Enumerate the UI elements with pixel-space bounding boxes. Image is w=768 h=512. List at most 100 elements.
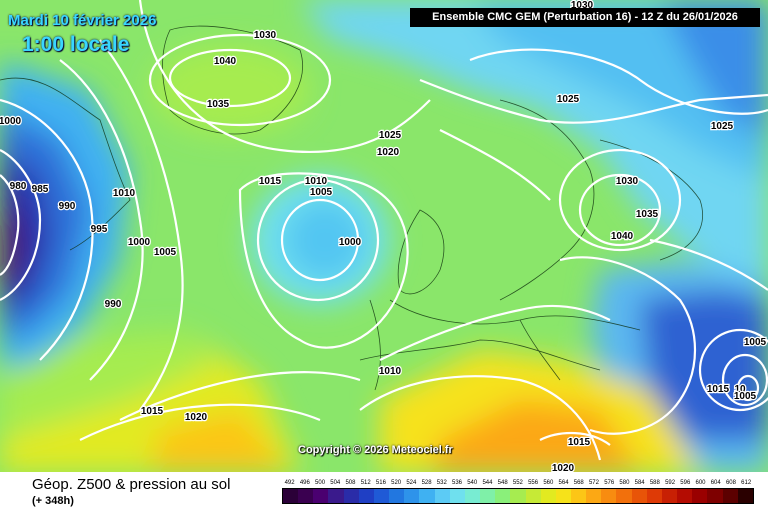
scale-label: 512 (360, 480, 371, 486)
isobar-label: 1010 (305, 176, 328, 187)
scale-swatch (434, 489, 450, 503)
scale-swatch (343, 489, 359, 503)
scale-swatch (677, 489, 693, 503)
map-area: 1030 1040 1035 1000 980 985 990 1010 995 1000 1005… (0, 0, 768, 472)
scale-label: 612 (741, 480, 752, 486)
scale-swatch (480, 489, 496, 503)
scale-swatch (389, 489, 405, 503)
scale-swatch (495, 489, 511, 503)
valid-date: Mardi 10 février 2026 (8, 12, 157, 29)
isobar-lines (0, 0, 768, 461)
isobar-label: 1035 (636, 209, 659, 220)
scale-swatch (328, 489, 344, 503)
scale-label: 492 (284, 480, 295, 486)
scale-swatch (692, 489, 708, 503)
isobar-label: 1000 (339, 237, 362, 248)
isobar-label: 1030 (616, 176, 639, 187)
scale-label: 532 (436, 480, 447, 486)
isobar-label: 1005 (744, 337, 767, 348)
isobar-label: 1025 (557, 94, 580, 105)
color-scale: 492 496 500 504 508 512 516 520 524 528 532 536 540 5… (282, 478, 754, 504)
scale-swatch (298, 489, 314, 503)
scale-swatch (555, 489, 571, 503)
scale-swatch (404, 489, 420, 503)
isobar-label: 1010 (113, 188, 136, 199)
scale-swatch (707, 489, 723, 503)
scale-swatch (631, 489, 647, 503)
scale-label: 580 (619, 480, 630, 486)
scale-swatch (646, 489, 662, 503)
scale-swatch (525, 489, 541, 503)
scale-swatch (313, 489, 329, 503)
scale-label: 500 (315, 480, 326, 486)
scale-label: 584 (634, 480, 645, 486)
isobar-label: 1025 (379, 130, 402, 141)
scale-label: 592 (665, 480, 676, 486)
scale-label: 596 (680, 480, 691, 486)
isobar-label: 1000 (0, 116, 22, 127)
isobar-label: 985 (32, 184, 49, 195)
isobar-label: 1005 (734, 391, 757, 402)
copyright-notice: Copyright © 2026 Meteociel.fr (298, 444, 453, 456)
scale-label: 588 (649, 480, 660, 486)
isobar-label: 1015 (568, 437, 591, 448)
scale-label: 556 (528, 480, 539, 486)
scale-swatch (601, 489, 617, 503)
isobar-label: 1005 (310, 187, 333, 198)
isobar-label: 990 (59, 201, 76, 212)
scale-label: 544 (482, 480, 493, 486)
isobar-label: 995 (91, 224, 108, 235)
isobar-label: 1040 (214, 56, 237, 67)
scale-label: 504 (330, 480, 341, 486)
scale-label: 520 (391, 480, 402, 486)
scale-label: 540 (467, 480, 478, 486)
scale-label: 528 (421, 480, 432, 486)
scale-label: 576 (604, 480, 615, 486)
scale-label: 600 (695, 480, 706, 486)
scale-swatch (722, 489, 738, 503)
scale-swatch (737, 489, 753, 503)
scale-swatch (510, 489, 526, 503)
legend-footer: Géop. Z500 & pression au sol (+ 348h) 49… (0, 472, 768, 512)
isobar-label: 980 (10, 181, 27, 192)
scale-swatch (661, 489, 678, 503)
scale-swatch (283, 489, 299, 503)
scale-label: 524 (406, 480, 417, 486)
scale-label: 516 (375, 480, 386, 486)
isobar-label: 990 (105, 299, 122, 310)
isobar-label: 1015 (141, 406, 164, 417)
scale-label: 560 (543, 480, 554, 486)
scale-label: 572 (588, 480, 599, 486)
isobar-label: 1030 (254, 30, 277, 41)
scale-swatch (570, 489, 587, 503)
scale-label: 564 (558, 480, 569, 486)
isobar-label: 1015 (707, 384, 730, 395)
scale-label: 604 (710, 480, 721, 486)
forecast-hour: (+ 348h) (32, 495, 74, 507)
scale-swatch (540, 489, 556, 503)
scale-label: 548 (497, 480, 508, 486)
chart-title: Géop. Z500 & pression au sol (32, 476, 231, 493)
isobar-label: 1015 (259, 176, 282, 187)
isobar-label: 1000 (128, 237, 151, 248)
valid-time: 1:00 locale (22, 33, 130, 56)
scale-swatch (586, 489, 602, 503)
isobar-label: 10 (734, 384, 746, 395)
z500-color-field (0, 0, 768, 472)
scale-swatch (449, 489, 465, 503)
scale-swatch (358, 489, 374, 503)
scale-label: 496 (299, 480, 310, 486)
isobar-label: 1040 (611, 231, 634, 242)
scale-label: 508 (345, 480, 356, 486)
isobar-label: 1025 (711, 121, 734, 132)
color-scale-bar (282, 488, 754, 504)
scale-label: 608 (725, 480, 736, 486)
isobar-label: 1020 (377, 147, 400, 158)
scale-swatch (464, 489, 481, 503)
isobar-label: 1020 (552, 463, 575, 472)
scale-label: 536 (452, 480, 463, 486)
scale-label: 568 (573, 480, 584, 486)
scale-swatch (419, 489, 435, 503)
